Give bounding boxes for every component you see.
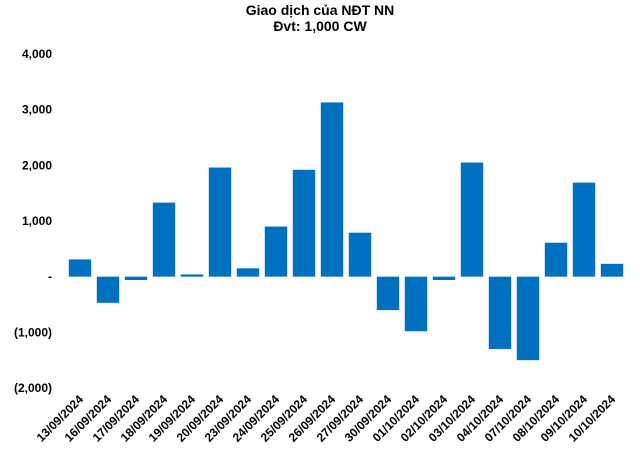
chart-subtitle: Đvt: 1,000 CW [273, 18, 367, 34]
bar [292, 169, 316, 277]
y-tick-label: 3,000 [22, 103, 52, 117]
bar [320, 102, 344, 277]
y-tick-label: 2,000 [22, 158, 52, 172]
bar [96, 276, 120, 303]
y-axis: 4,000 3,000 2,000 1,000 - (1,000) (2,000) [14, 47, 52, 395]
bars [68, 102, 624, 361]
bar [460, 162, 484, 277]
y-tick-label: - [48, 270, 52, 284]
bar [432, 276, 456, 281]
bar [264, 226, 288, 277]
bar [516, 276, 540, 361]
bar [208, 167, 232, 277]
bar [572, 182, 596, 277]
bar [404, 276, 428, 332]
bar [488, 276, 512, 350]
bar [348, 232, 372, 277]
bar [236, 268, 260, 277]
bar [124, 276, 148, 281]
bar [152, 202, 176, 277]
chart-title: Giao dịch của NĐT NN Đvt: 1,000 CW [0, 2, 640, 34]
bar [180, 274, 204, 277]
bar [544, 242, 568, 277]
bar [376, 276, 400, 311]
chart-title-line: Giao dịch của NĐT NN [245, 2, 395, 18]
y-tick-label: 1,000 [22, 214, 52, 228]
bar [600, 263, 624, 277]
x-axis: 13/09/202416/09/202417/09/202418/09/2024… [34, 392, 619, 445]
y-tick-label: 4,000 [22, 47, 52, 61]
bar [68, 259, 92, 277]
y-tick-label: (1,000) [14, 325, 52, 339]
y-tick-label: (2,000) [14, 381, 52, 395]
